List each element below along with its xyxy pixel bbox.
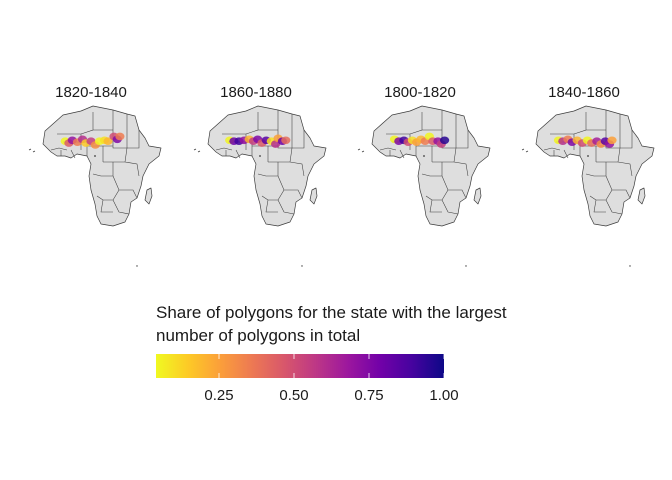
map-panel-2: 1860-1880 bbox=[193, 84, 327, 268]
legend-title-line1: Share of polygons for the state with the… bbox=[156, 303, 507, 322]
panel-title: 1860-1880 bbox=[220, 84, 292, 101]
state-polygons bbox=[553, 135, 617, 148]
state-polygon bbox=[103, 137, 113, 145]
map-panel-1: 1820-1840 bbox=[28, 84, 162, 268]
state-polygons bbox=[225, 134, 291, 148]
state-polygon bbox=[440, 136, 450, 145]
color-legend: Share of polygons for the state with the… bbox=[156, 303, 507, 404]
africa-base-map bbox=[193, 105, 327, 268]
legend-title-line2: number of polygons in total bbox=[156, 326, 360, 345]
map-panel-4: 1840-1860 bbox=[521, 84, 655, 268]
tick-label: 0.25 bbox=[204, 387, 233, 404]
state-polygons bbox=[389, 132, 450, 148]
tick-label: 0.75 bbox=[354, 387, 383, 404]
map-panels: 1820-1840 1860-1880 1800-1820 1840-1860 bbox=[28, 84, 655, 268]
colorbar-ticks: 0.25 0.50 0.75 1.00 bbox=[204, 354, 459, 404]
africa-base-map bbox=[357, 105, 491, 268]
panel-title: 1800-1820 bbox=[384, 84, 456, 101]
africa-base-map bbox=[28, 105, 162, 268]
state-polygon bbox=[607, 136, 617, 145]
map-panel-3: 1800-1820 bbox=[357, 84, 491, 268]
colorbar bbox=[156, 354, 444, 378]
state-polygon bbox=[115, 132, 125, 141]
panel-title: 1820-1840 bbox=[55, 84, 127, 101]
panel-title: 1840-1860 bbox=[548, 84, 620, 101]
state-polygon bbox=[281, 136, 291, 145]
tick-label: 1.00 bbox=[429, 387, 458, 404]
state-polygon bbox=[271, 140, 281, 148]
state-polygons bbox=[60, 132, 125, 149]
africa-base-map bbox=[521, 105, 655, 268]
tick-label: 0.50 bbox=[279, 387, 308, 404]
